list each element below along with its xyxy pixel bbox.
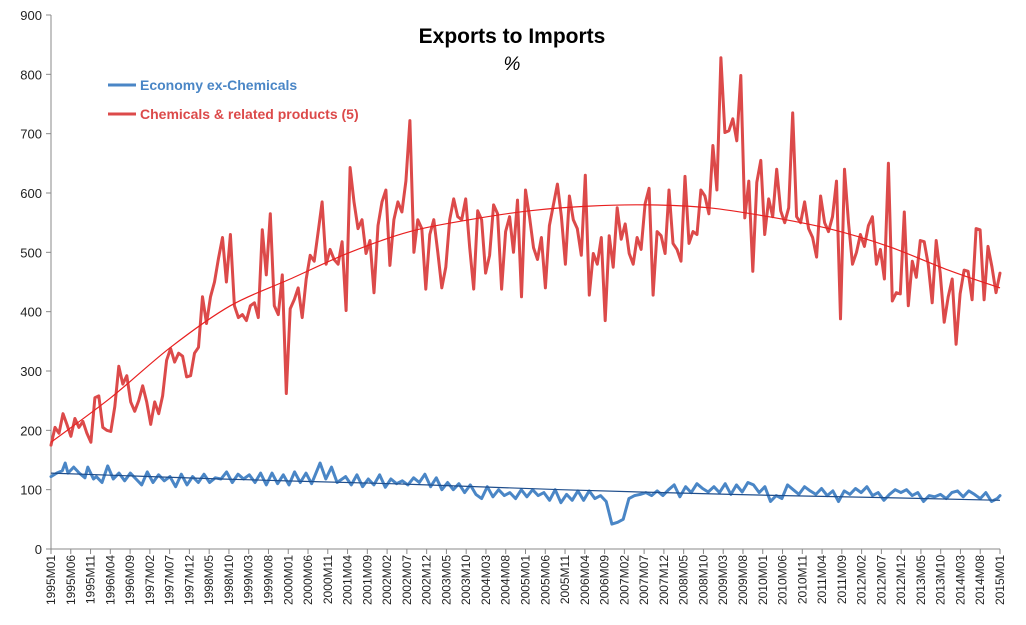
x-tick-label: 2008M10	[696, 555, 710, 605]
x-tick-label: 2007M07	[637, 555, 651, 605]
x-tick-label: 2010M11	[795, 555, 809, 604]
trendline-chemicals	[50, 204, 1001, 443]
x-tick-label: 2002M12	[420, 555, 434, 605]
y-tick-label: 500	[20, 245, 42, 260]
x-tick-label: 2005M01	[519, 555, 533, 605]
y-tick-label: 600	[20, 186, 42, 201]
x-tick-label: 2011M04	[815, 555, 829, 604]
x-tick-label: 2005M11	[558, 555, 572, 604]
x-tick-label: 2012M07	[874, 555, 888, 605]
series-line-economy-ex-chemicals	[49, 461, 1002, 526]
x-tick-label: 2003M10	[459, 555, 473, 605]
x-tick-label: 2014M08	[973, 555, 987, 605]
x-tick-label: 2004M08	[499, 555, 513, 605]
y-tick-label: 0	[35, 542, 42, 557]
x-tick-label: 1997M07	[163, 555, 177, 605]
x-tick-label: 2005M06	[538, 555, 552, 605]
trendline-economy-ex-chemicals	[50, 472, 1001, 501]
x-axis-ticks: 1995M01 1995M06 1995M11 1996M04 1996M09 1997M…	[44, 549, 1007, 605]
y-tick-label: 800	[20, 67, 42, 82]
x-tick-label: 1995M11	[84, 555, 98, 604]
series-layer	[49, 56, 1002, 526]
legend-label: Economy ex-Chemicals	[140, 77, 297, 93]
x-tick-label: 2013M10	[934, 555, 948, 605]
x-tick-label: 2006M09	[598, 555, 612, 605]
x-tick-label: 2007M12	[657, 555, 671, 605]
legend-label: Chemicals & related products (5)	[140, 106, 359, 122]
y-tick-label: 200	[20, 423, 42, 438]
x-tick-label: 2015M01	[993, 555, 1007, 605]
x-tick-label: 2012M12	[894, 555, 908, 605]
y-tick-label: 100	[20, 483, 42, 498]
x-tick-label: 1999M08	[261, 555, 275, 605]
y-tick-label: 700	[20, 127, 42, 142]
x-tick-label: 1997M02	[143, 555, 157, 605]
legend: Economy ex-Chemicals Chemicals & related …	[108, 77, 359, 122]
y-tick-label: 900	[20, 8, 42, 23]
x-tick-label: 1998M10	[222, 555, 236, 605]
x-tick-label: 2001M04	[341, 555, 355, 605]
x-tick-label: 1998M05	[202, 555, 216, 605]
x-tick-label: 1995M06	[64, 555, 78, 605]
x-tick-label: 2007M02	[617, 555, 631, 605]
y-axis-ticks: 0 100 200 300 400 500 600 700 800 900	[20, 8, 51, 557]
x-tick-label: 2013M05	[914, 555, 928, 605]
axes	[50, 15, 1000, 550]
x-tick-label: 2014M03	[953, 555, 967, 605]
x-tick-label: 1997M12	[182, 555, 196, 605]
x-tick-label: 2010M01	[756, 555, 770, 605]
y-tick-label: 400	[20, 305, 42, 320]
x-tick-label: 1996M04	[103, 555, 117, 605]
x-tick-label: 2000M11	[321, 555, 335, 604]
chart-title: Exports to Imports	[419, 25, 606, 48]
x-tick-label: 2002M02	[380, 555, 394, 605]
series-line-chemicals	[49, 56, 1002, 447]
x-tick-label: 2004M03	[479, 555, 493, 605]
x-tick-label: 2010M06	[776, 555, 790, 605]
x-tick-label: 1995M01	[44, 555, 58, 605]
x-tick-label: 2008M05	[677, 555, 691, 605]
x-tick-label: 2011M09	[835, 555, 849, 604]
chart-subtitle: %	[504, 54, 521, 75]
x-tick-label: 2002M07	[400, 555, 414, 605]
x-tick-label: 2012M02	[855, 555, 869, 605]
x-tick-label: 2001M09	[360, 555, 374, 605]
x-tick-label: 2006M04	[578, 555, 592, 605]
x-tick-label: 2000M06	[301, 555, 315, 605]
x-tick-label: 2000M01	[281, 555, 295, 605]
x-tick-label: 1996M09	[123, 555, 137, 605]
x-tick-label: 2009M03	[716, 555, 730, 605]
x-tick-label: 1999M03	[242, 555, 256, 605]
x-tick-label: 2009M08	[736, 555, 750, 605]
y-tick-label: 300	[20, 364, 42, 379]
x-tick-label: 2003M05	[439, 555, 453, 605]
